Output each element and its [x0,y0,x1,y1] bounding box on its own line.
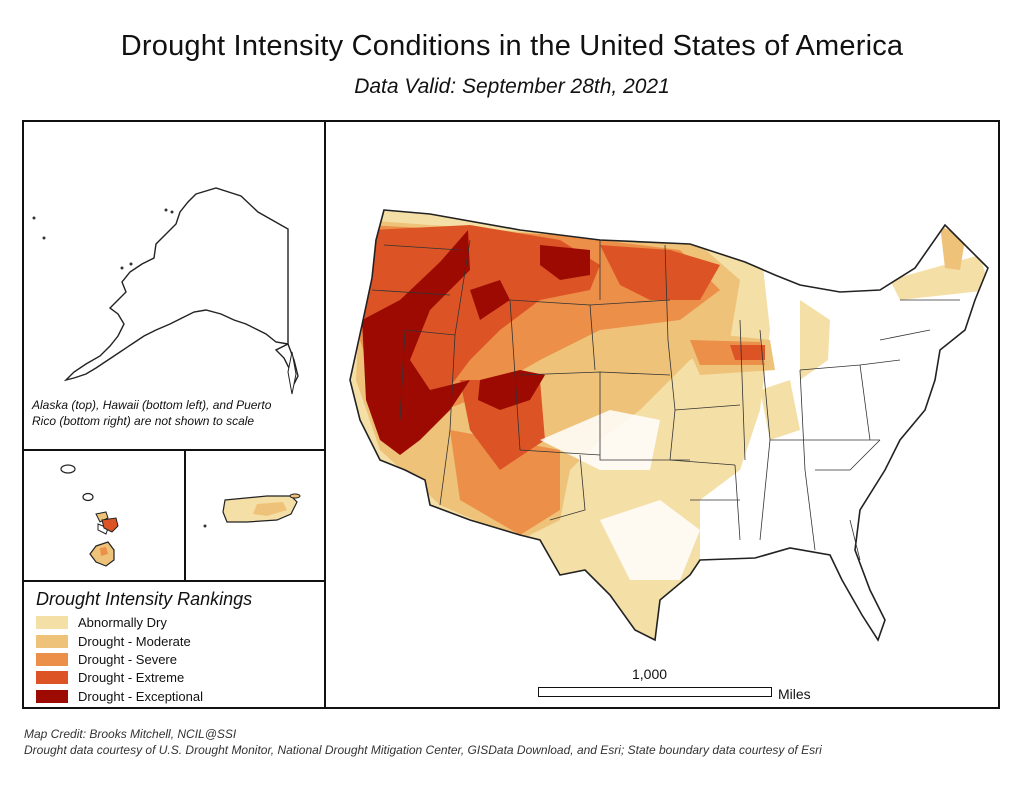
legend-swatch [36,671,68,684]
map-credit: Map Credit: Brooks Mitchell, NCIL@SSI [24,727,237,741]
scale-bar-unit: Miles [778,686,811,702]
map-subtitle: Data Valid: September 28th, 2021 [354,75,670,98]
legend-label: Drought - Exceptional [78,689,204,704]
alaska-inset [32,187,299,395]
puerto-rico-inset [203,493,301,528]
map-frame [22,120,1000,709]
data-credit: Drought data courtesy of U.S. Drought Mo… [24,743,822,757]
legend-label: Drought - Moderate [78,634,191,649]
legend-label: Drought - Extreme [78,670,185,685]
scale-bar-value: 1,000 [632,666,668,682]
inset-divider-horizontal-top [23,449,325,451]
scale-bar [538,687,772,697]
map-title: Drought Intensity Conditions in the Unit… [120,30,904,62]
inset-divider-vertical [324,121,326,708]
hawaii-inset [60,464,119,567]
legend-swatch [36,653,68,666]
state-borders [371,239,960,561]
drought-fill [350,210,988,640]
legend-title: Drought Intensity Rankings [36,589,253,609]
legend-swatch [36,635,68,648]
legend-swatch [36,690,68,703]
inset-divider-hawaii-pr [184,450,186,581]
legend-swatch [36,616,68,629]
inset-divider-legend [23,580,325,582]
legend-label: Drought - Severe [78,652,177,667]
contiguous-us-map [349,209,989,641]
legend-label: Abnormally Dry [78,615,167,630]
inset-scale-note: Alaska (top), Hawaii (bottom left), and … [32,398,272,428]
